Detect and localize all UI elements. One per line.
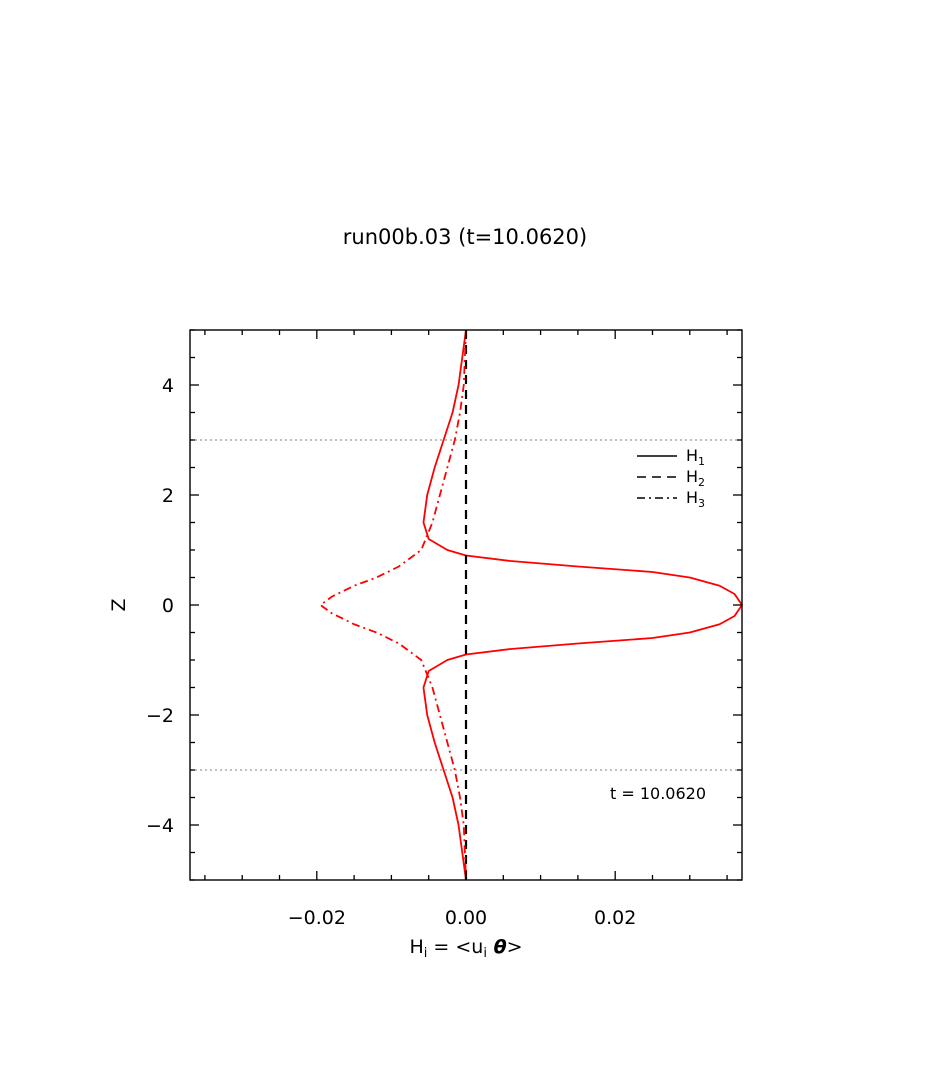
y-axis-label: Z	[108, 598, 130, 611]
plot-area	[189, 329, 743, 881]
y-tick-label: −2	[146, 705, 174, 727]
x-tick-label: −0.02	[288, 907, 346, 929]
x-tick-label: 0.02	[594, 907, 636, 929]
legend-entry-1: H1	[637, 446, 705, 468]
time-annotation: t = 10.0620	[610, 784, 706, 803]
y-tick-label: 4	[162, 375, 174, 397]
legend-label: H3	[686, 488, 705, 510]
y-tick-label: 2	[162, 485, 174, 507]
legend-label: H1	[686, 446, 705, 468]
series-h3	[319, 329, 467, 881]
x-tick-label: 0.00	[445, 907, 487, 929]
legend-label: H2	[686, 467, 705, 489]
legend-entry-3: H3	[637, 488, 705, 510]
x-axis-label: Hi = <ui θ>	[409, 936, 522, 961]
y-tick-label: −4	[146, 815, 174, 837]
chart-title: run00b.03 (t=10.0620)	[343, 225, 587, 249]
legend-entry-2: H2	[637, 467, 705, 489]
y-tick-label: 0	[162, 595, 174, 617]
